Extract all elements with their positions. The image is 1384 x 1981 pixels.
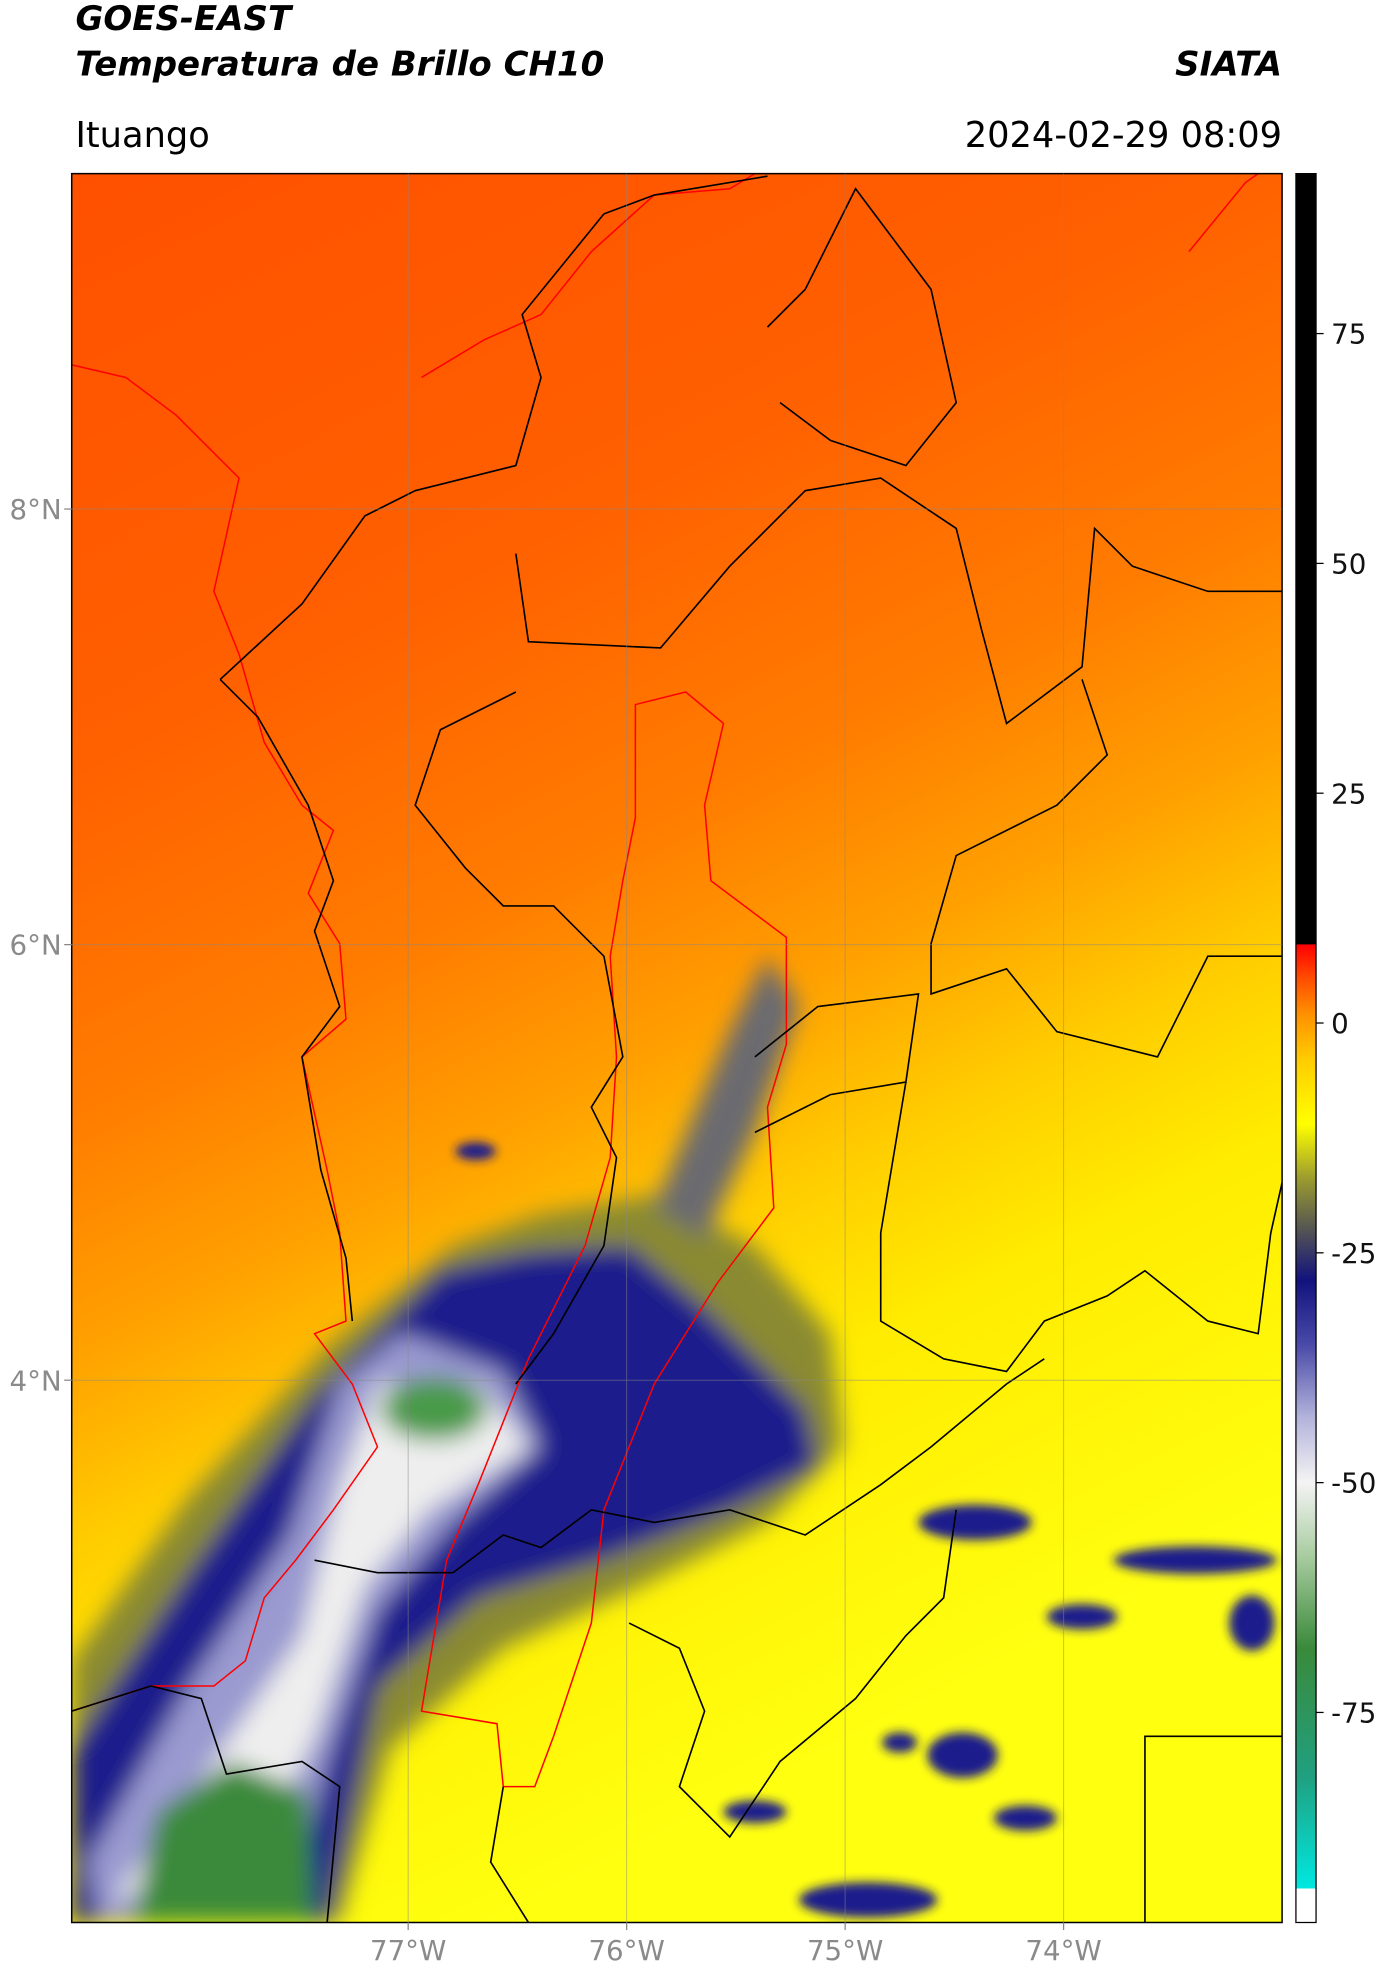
cloud-cell xyxy=(723,1800,787,1824)
colorbar-label: 75 xyxy=(1331,318,1366,351)
cloud-cell xyxy=(927,1732,998,1778)
lat-label: 6°N xyxy=(10,929,62,962)
map-frame xyxy=(70,172,1283,1924)
datetime: 2024-02-29 08:09 xyxy=(965,115,1282,156)
lat-label: 4°N xyxy=(10,1364,62,1397)
border xyxy=(314,1358,1045,1574)
map-field xyxy=(71,173,1283,1923)
colorbar-label: -25 xyxy=(1331,1237,1376,1270)
lon-label: 75°W xyxy=(807,1934,883,1967)
cloud-streak xyxy=(654,956,799,1240)
cloud-cell xyxy=(1046,1604,1118,1630)
coastline xyxy=(421,173,756,379)
basin-outline xyxy=(420,691,788,1788)
border xyxy=(930,679,1283,1058)
title: GOES-EAST xyxy=(75,0,293,39)
border xyxy=(414,691,624,1385)
border xyxy=(766,187,958,467)
colorbar-label: -75 xyxy=(1331,1697,1376,1730)
colorbar-label: 25 xyxy=(1331,777,1366,810)
coastline xyxy=(71,364,379,1712)
lat-label: 8°N xyxy=(10,493,62,526)
border xyxy=(219,175,768,681)
subtitle: Temperatura de Brillo CH10 xyxy=(75,44,604,84)
border xyxy=(879,1081,1283,1373)
cloud-cell xyxy=(918,1504,1032,1541)
cloud-cell xyxy=(455,1142,496,1161)
organization: SIATA xyxy=(1175,44,1282,84)
lon-label: 74°W xyxy=(1025,1934,1101,1967)
cloud-top xyxy=(381,1377,487,1441)
cloud-cell xyxy=(1113,1546,1278,1574)
border xyxy=(754,993,920,1134)
cloud-cell xyxy=(1229,1595,1275,1651)
cloud-cell xyxy=(993,1805,1057,1831)
location: Ituango xyxy=(75,115,209,156)
lon-label: 76°W xyxy=(588,1934,664,1967)
cloud-colder xyxy=(113,1383,529,1900)
cloud-cell xyxy=(798,1882,938,1918)
lon-label: 77°W xyxy=(370,1934,446,1967)
small-clouds xyxy=(455,1142,1278,1918)
border xyxy=(71,1685,341,1923)
cloud-top xyxy=(132,1761,315,1923)
border xyxy=(219,678,354,1322)
border xyxy=(1144,1735,1283,1923)
colorbar-label: 0 xyxy=(1331,1007,1349,1040)
cloud-cell xyxy=(881,1732,918,1753)
cloud-field xyxy=(71,956,843,1923)
coastline xyxy=(1188,173,1259,253)
colorbar xyxy=(1295,172,1317,1924)
colorbar-label: -50 xyxy=(1331,1467,1376,1500)
border xyxy=(489,1786,530,1923)
border xyxy=(628,1509,958,1839)
colorbar-label: 50 xyxy=(1331,547,1366,580)
border xyxy=(515,477,1283,725)
